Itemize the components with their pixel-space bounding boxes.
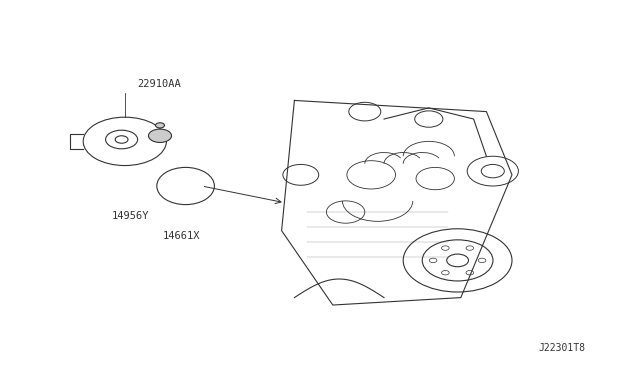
Text: 14661X: 14661X	[163, 231, 201, 241]
Circle shape	[148, 129, 172, 142]
Text: J22301T8: J22301T8	[539, 343, 586, 353]
Text: 22910AA: 22910AA	[138, 79, 181, 89]
Text: 14956Y: 14956Y	[112, 211, 150, 221]
Circle shape	[156, 123, 164, 128]
